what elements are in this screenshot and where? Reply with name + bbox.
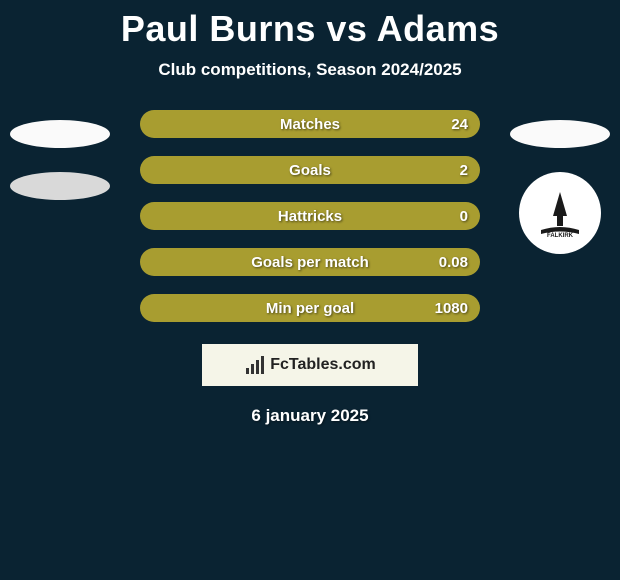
stat-value-right: 24 — [451, 116, 468, 133]
stat-label: Matches — [280, 116, 340, 133]
stat-value-right: 0.08 — [439, 254, 468, 271]
stat-row: Hattricks 0 — [0, 202, 620, 230]
chart-icon — [244, 354, 266, 376]
stat-label: Min per goal — [266, 300, 354, 317]
stat-label: Goals — [289, 162, 331, 179]
stat-pill: Goals per match 0.08 — [140, 248, 480, 276]
stat-pill: Goals 2 — [140, 156, 480, 184]
stat-label: Hattricks — [278, 208, 342, 225]
stat-value-right: 0 — [460, 208, 468, 225]
branding-box: FcTables.com — [202, 344, 418, 386]
stat-row: Goals 2 — [0, 156, 620, 184]
stat-pill: Matches 24 — [140, 110, 480, 138]
brand-text: FcTables.com — [270, 356, 376, 374]
stat-value-right: 2 — [460, 162, 468, 179]
stat-row: Min per goal 1080 — [0, 294, 620, 322]
stat-pill: Min per goal 1080 — [140, 294, 480, 322]
stat-value-right: 1080 — [435, 300, 468, 317]
stats-list: Matches 24 Goals 2 Hattricks 0 Goals per… — [0, 110, 620, 322]
comparison-card: Paul Burns vs Adams Club competitions, S… — [0, 0, 620, 580]
stat-row: Goals per match 0.08 — [0, 248, 620, 276]
page-title: Paul Burns vs Adams — [0, 8, 620, 50]
date-text: 6 january 2025 — [0, 406, 620, 426]
stat-label: Goals per match — [251, 254, 369, 271]
stat-pill: Hattricks 0 — [140, 202, 480, 230]
subtitle: Club competitions, Season 2024/2025 — [0, 60, 620, 80]
stat-row: Matches 24 — [0, 110, 620, 138]
